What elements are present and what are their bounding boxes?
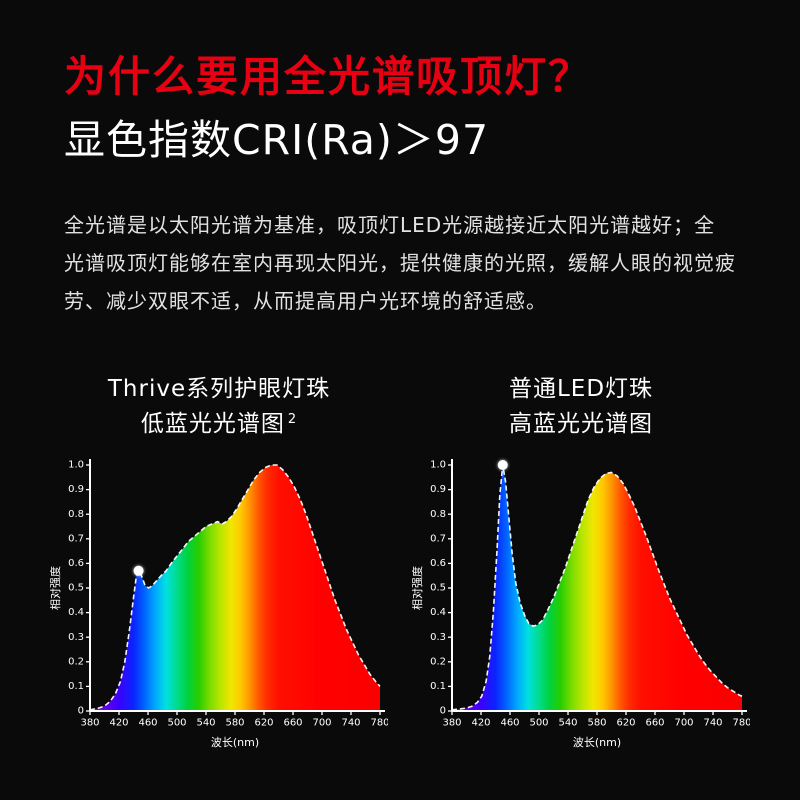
page-title: 为什么要用全光谱吸顶灯？ [64, 52, 593, 101]
spectrum-chart-low-blue [50, 452, 388, 755]
intro-paragraph: 全光谱是以太阳光谱为基准，吸顶灯LED光源越接近太阳光谱越好；全光谱吸顶灯能够在… [64, 212, 736, 313]
page-subtitle: 显色指数CRI(Ra)＞97 [64, 116, 490, 165]
footnote-marker: 2 [287, 411, 298, 427]
chart-title-high-blue: 普通LED灯珠 高蓝光光谱图 [412, 372, 750, 443]
chart-title-low-blue-line2: 低蓝光光谱图 2 [50, 407, 388, 443]
chart-title-high-blue-line2: 高蓝光光谱图 [509, 411, 653, 438]
chart-title-low-blue-line2-text: 低蓝光光谱图 [140, 411, 285, 438]
chart-block-high-blue: 普通LED灯珠 高蓝光光谱图 [412, 372, 750, 755]
charts-row: Thrive系列护眼灯珠 低蓝光光谱图 2 普通LED灯珠 高蓝光光谱图 [50, 372, 750, 755]
chart-title-low-blue: Thrive系列护眼灯珠 低蓝光光谱图 2 [50, 372, 388, 443]
chart-block-low-blue: Thrive系列护眼灯珠 低蓝光光谱图 2 [50, 372, 388, 755]
chart-title-low-blue-line1: Thrive系列护眼灯珠 [107, 375, 331, 402]
spectrum-chart-high-blue [412, 452, 750, 755]
chart-title-high-blue-line1: 普通LED灯珠 [508, 375, 654, 402]
